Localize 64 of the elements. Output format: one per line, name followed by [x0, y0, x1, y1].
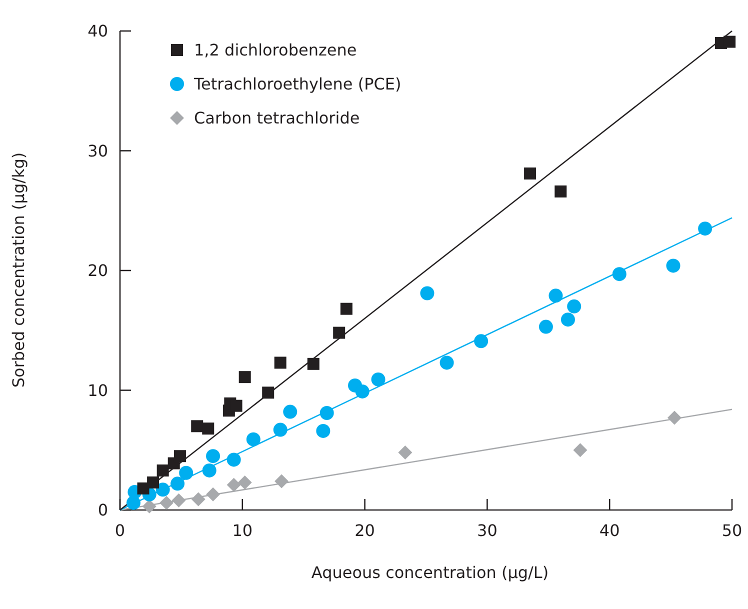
point [612, 267, 626, 282]
y-tick-label: 30 [88, 141, 108, 160]
x-tick-label: 0 [114, 521, 126, 540]
point [698, 222, 712, 236]
point [226, 478, 241, 492]
y-tick-label: 10 [88, 380, 108, 400]
point [307, 358, 320, 370]
point [273, 422, 288, 437]
point [560, 312, 575, 327]
point [262, 386, 274, 399]
legend-label: Tetrachloroethylene (PCE) [193, 74, 402, 94]
y-tick-label: 0 [98, 500, 108, 520]
legend-label: 1,2 dichlorobenzene [194, 40, 357, 60]
point [206, 487, 220, 502]
point [333, 326, 346, 339]
point [156, 482, 170, 497]
point [320, 406, 334, 420]
point [567, 299, 582, 314]
point [283, 404, 298, 419]
point [573, 443, 588, 458]
y-tick-label: 20 [88, 261, 108, 280]
point [340, 302, 352, 315]
point [724, 36, 736, 48]
point [191, 420, 204, 432]
point [554, 185, 567, 198]
point [238, 371, 251, 384]
point [156, 464, 169, 476]
point [226, 452, 241, 467]
point [202, 422, 214, 435]
point [274, 356, 286, 369]
x-tick-label: 40 [599, 521, 620, 540]
x-axis-title: Aqueous concentration (µg/L) [311, 563, 549, 582]
x-tick-label: 20 [354, 521, 375, 540]
point [398, 446, 412, 460]
x-tick-label: 50 [722, 521, 742, 540]
y-axis-title: Sorbed concentration (µg/kg) [9, 152, 28, 388]
x-tick-label: 30 [477, 521, 498, 540]
point [440, 356, 454, 370]
point [142, 499, 156, 514]
x-tick-label: 10 [232, 521, 253, 540]
point [174, 450, 186, 462]
point [316, 424, 330, 438]
point [548, 288, 563, 303]
point [246, 432, 260, 446]
legend-label: Carbon tetrachloride [194, 108, 360, 128]
point [371, 372, 386, 386]
point [420, 286, 434, 300]
point [474, 334, 488, 348]
point [524, 168, 536, 180]
point [160, 496, 174, 510]
point [172, 493, 186, 508]
point [170, 476, 185, 491]
point [179, 466, 194, 480]
point [667, 410, 682, 425]
point [238, 475, 252, 490]
point [666, 258, 680, 273]
point [355, 384, 370, 398]
point [274, 474, 289, 488]
point [191, 492, 206, 506]
point [206, 449, 220, 464]
point [147, 476, 160, 488]
y-tick-label: 40 [88, 22, 108, 41]
point [202, 463, 216, 478]
point [538, 320, 553, 334]
